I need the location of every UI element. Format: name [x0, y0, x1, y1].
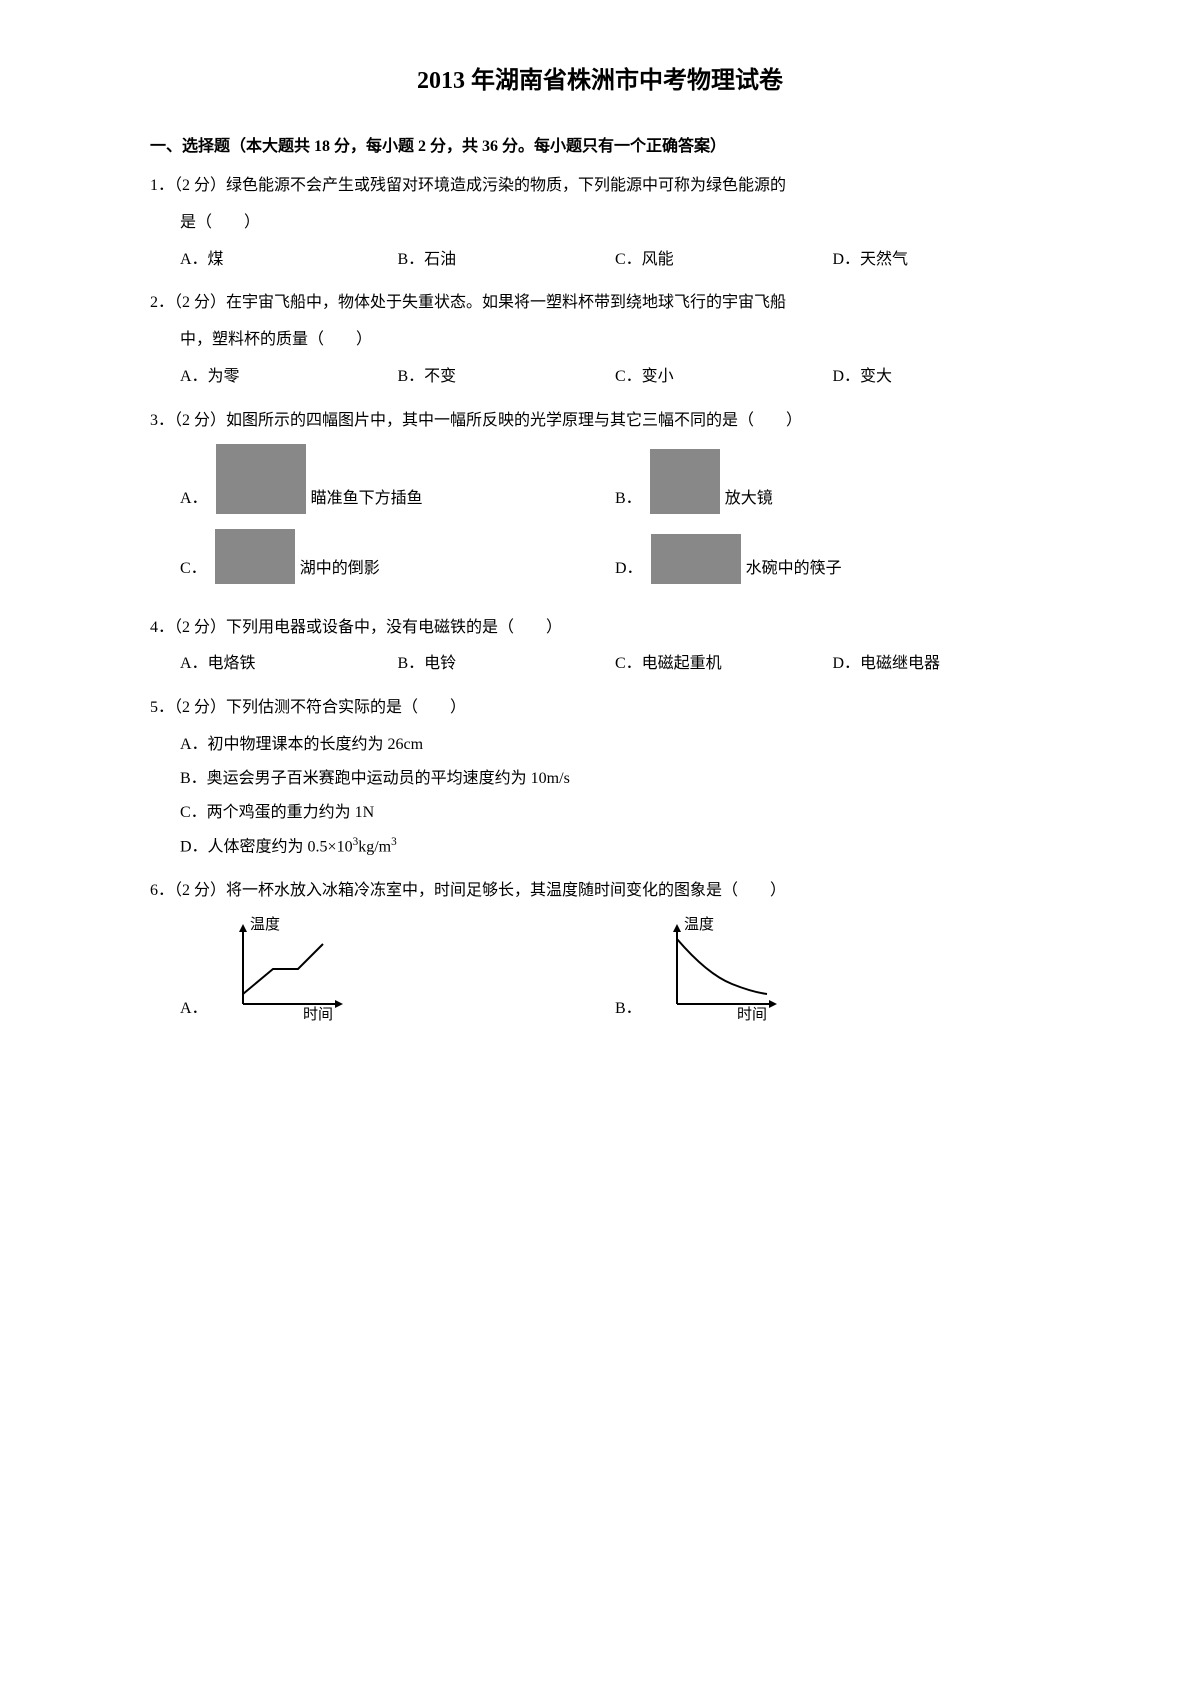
q3-opt-a: A． 瞄准鱼下方插鱼 [180, 444, 615, 514]
question-2: 2．（2 分）在宇宙飞船中，物体处于失重状态。如果将一塑料杯带到绕地球飞行的宇宙… [150, 289, 1050, 391]
fish-spear-image [216, 444, 306, 514]
svg-text:时间: 时间 [737, 1006, 767, 1023]
q1-cont: 是（ ） [180, 209, 1050, 238]
q1-options: A．煤 B．石油 C．风能 D．天然气 [180, 246, 1050, 275]
question-5: 5．（2 分）下列估测不符合实际的是（ ） A．初中物理课本的长度约为 26cm… [150, 694, 1050, 862]
q3-opt-c: C． 湖中的倒影 [180, 529, 615, 584]
q2-options: A．为零 B．不变 C．变小 D．变大 [180, 363, 1050, 392]
q2-opt-d: D．变大 [833, 363, 1051, 392]
q6-chart-a-label: A． [180, 995, 208, 1024]
q6-charts: A． 温度时间 B． 温度时间 [180, 914, 1050, 1024]
q2-opt-a: A．为零 [180, 363, 398, 392]
section-1-header: 一、选择题（本大题共 18 分，每小题 2 分，共 36 分。每小题只有一个正确… [150, 133, 1050, 162]
q3-text: 3．（2 分）如图所示的四幅图片中，其中一幅所反映的光学原理与其它三幅不同的是（… [150, 407, 1050, 436]
q4-opt-d: D．电磁继电器 [833, 650, 1051, 679]
q2-opt-c: C．变小 [615, 363, 833, 392]
q1-text: 1．（2 分）绿色能源不会产生或残留对环境造成污染的物质，下列能源中可称为绿色能… [150, 172, 1050, 201]
q4-opt-b: B．电铃 [398, 650, 616, 679]
question-6: 6．（2 分）将一杯水放入冰箱冷冻室中，时间足够长，其温度随时间变化的图象是（ … [150, 877, 1050, 1024]
question-4: 4．（2 分）下列用电器或设备中，没有电磁铁的是（ ） A．电烙铁 B．电铃 C… [150, 614, 1050, 680]
magnifier-image [650, 449, 720, 514]
q2-text: 2．（2 分）在宇宙飞船中，物体处于失重状态。如果将一塑料杯带到绕地球飞行的宇宙… [150, 289, 1050, 318]
q3-opt-b-text: 放大镜 [725, 485, 773, 514]
q3-opt-a-text: 瞄准鱼下方插鱼 [311, 485, 423, 514]
q6-chart-b: B． 温度时间 [615, 914, 1050, 1024]
q1-opt-b: B．石油 [398, 246, 616, 275]
q4-options: A．电烙铁 B．电铃 C．电磁起重机 D．电磁继电器 [180, 650, 1050, 679]
q1-opt-d: D．天然气 [833, 246, 1051, 275]
q3-opt-c-label: C． [180, 555, 207, 584]
q3-opt-d-text: 水碗中的筷子 [746, 555, 842, 584]
q6-chart-b-label: B． [615, 995, 642, 1024]
svg-text:温度: 温度 [250, 916, 280, 933]
q2-cont: 中，塑料杯的质量（ ） [180, 326, 1050, 355]
q5-text: 5．（2 分）下列估测不符合实际的是（ ） [150, 694, 1050, 723]
q2-opt-b: B．不变 [398, 363, 616, 392]
q5-opt-d: D．人体密度约为 0.5×103kg/m3 [180, 832, 1050, 862]
question-1: 1．（2 分）绿色能源不会产生或残留对环境造成污染的物质，下列能源中可称为绿色能… [150, 172, 1050, 274]
q4-opt-c: C．电磁起重机 [615, 650, 833, 679]
q3-opt-b: B． 放大镜 [615, 444, 1050, 514]
temperature-time-chart-b: 温度时间 [652, 914, 782, 1024]
q3-opt-d: D． 水碗中的筷子 [615, 529, 1050, 584]
q6-text: 6．（2 分）将一杯水放入冰箱冷冻室中，时间足够长，其温度随时间变化的图象是（ … [150, 877, 1050, 906]
q1-opt-c: C．风能 [615, 246, 833, 275]
chopsticks-bowl-image [651, 534, 741, 584]
q3-opt-c-text: 湖中的倒影 [300, 555, 380, 584]
q3-opt-b-label: B． [615, 485, 642, 514]
q4-text: 4．（2 分）下列用电器或设备中，没有电磁铁的是（ ） [150, 614, 1050, 643]
svg-text:时间: 时间 [303, 1006, 333, 1023]
temperature-time-chart-a: 温度时间 [218, 914, 348, 1024]
svg-text:温度: 温度 [684, 916, 714, 933]
q3-opt-a-label: A． [180, 485, 208, 514]
q5-opt-c: C．两个鸡蛋的重力约为 1N [180, 799, 1050, 828]
q3-image-options: A． 瞄准鱼下方插鱼 B． 放大镜 C． 湖中的倒影 D． 水碗中的筷子 [180, 444, 1050, 599]
lake-reflection-image [215, 529, 295, 584]
q1-opt-a: A．煤 [180, 246, 398, 275]
q4-opt-a: A．电烙铁 [180, 650, 398, 679]
q6-chart-a: A． 温度时间 [180, 914, 615, 1024]
question-3: 3．（2 分）如图所示的四幅图片中，其中一幅所反映的光学原理与其它三幅不同的是（… [150, 407, 1050, 599]
q5-opt-a: A．初中物理课本的长度约为 26cm [180, 731, 1050, 760]
q3-opt-d-label: D． [615, 555, 643, 584]
exam-title: 2013 年湖南省株洲市中考物理试卷 [150, 60, 1050, 103]
q5-opt-b: B．奥运会男子百米赛跑中运动员的平均速度约为 10m/s [180, 765, 1050, 794]
